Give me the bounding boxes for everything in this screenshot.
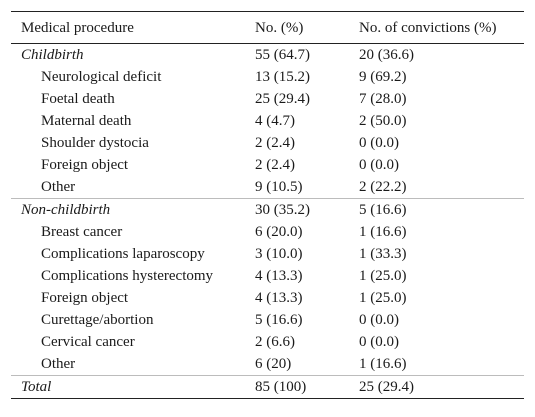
procedure-cell: Foetal death	[41, 91, 115, 107]
procedure-cell: Curettage/abortion	[41, 312, 154, 328]
procedure-cell: Foreign object	[41, 290, 129, 306]
convictions-cell: 2 (22.2)	[359, 179, 407, 195]
section-label: Non-childbirth	[21, 202, 111, 218]
convictions-cell: 1 (16.6)	[359, 224, 407, 240]
convictions-cell: 1 (25.0)	[359, 290, 407, 306]
total-convictions: 25 (29.4)	[359, 379, 414, 395]
no-cell: 2 (2.4)	[255, 157, 295, 173]
procedures-table: Medical procedure No. (%) No. of convict…	[11, 11, 524, 399]
table-row: Other 9 (10.5) 2 (22.2)	[11, 176, 524, 198]
no-cell: 2 (2.4)	[255, 135, 295, 151]
procedure-cell: Foreign object	[41, 157, 129, 173]
procedure-cell: Neurological deficit	[41, 69, 162, 85]
table-header-row: Medical procedure No. (%) No. of convict…	[11, 12, 524, 44]
no-cell: 6 (20)	[255, 356, 292, 372]
procedure-cell: Cervical cancer	[41, 334, 135, 350]
table-row: Complications hysterectomy 4 (13.3) 1 (2…	[11, 265, 524, 287]
table-row: Foreign object 4 (13.3) 1 (25.0)	[11, 287, 524, 309]
no-cell: 13 (15.2)	[255, 69, 310, 85]
section-label: Childbirth	[21, 47, 84, 63]
procedure-cell: Shoulder dystocia	[41, 135, 149, 151]
no-cell: 3 (10.0)	[255, 246, 303, 262]
no-cell: 6 (20.0)	[255, 224, 303, 240]
total-row: Total 85 (100) 25 (29.4)	[11, 375, 524, 398]
convictions-cell: 0 (0.0)	[359, 157, 399, 173]
table-row: Complications laparoscopy 3 (10.0) 1 (33…	[11, 243, 524, 265]
no-cell: 4 (13.3)	[255, 268, 303, 284]
table-row: Shoulder dystocia 2 (2.4) 0 (0.0)	[11, 132, 524, 154]
convictions-cell: 7 (28.0)	[359, 91, 407, 107]
header-number-percent: No. (%)	[255, 19, 304, 36]
convictions-cell: 2 (50.0)	[359, 113, 407, 129]
table-row: Curettage/abortion 5 (16.6) 0 (0.0)	[11, 309, 524, 331]
convictions-cell: 9 (69.2)	[359, 69, 407, 85]
no-cell: 4 (4.7)	[255, 113, 295, 129]
procedure-cell: Other	[41, 179, 76, 195]
section-no: 30 (35.2)	[255, 202, 310, 218]
no-cell: 4 (13.3)	[255, 290, 303, 306]
header-convictions-percent: No. of convictions (%)	[359, 19, 497, 36]
convictions-cell: 0 (0.0)	[359, 334, 399, 350]
procedure-cell: Complications hysterectomy	[41, 268, 214, 284]
no-cell: 2 (6.6)	[255, 334, 295, 350]
procedure-cell: Other	[41, 356, 76, 372]
convictions-cell: 0 (0.0)	[359, 135, 399, 151]
no-cell: 25 (29.4)	[255, 91, 310, 107]
table-row: Other 6 (20) 1 (16.6)	[11, 353, 524, 375]
section-convictions: 5 (16.6)	[359, 202, 407, 218]
section-convictions: 20 (36.6)	[359, 47, 414, 63]
header-medical-procedure: Medical procedure	[21, 19, 134, 36]
procedure-cell: Complications laparoscopy	[41, 246, 205, 262]
table-row: Cervical cancer 2 (6.6) 0 (0.0)	[11, 331, 524, 353]
convictions-cell: 1 (25.0)	[359, 268, 407, 284]
section-row-non-childbirth: Non-childbirth 30 (35.2) 5 (16.6)	[11, 198, 524, 221]
table-row: Neurological deficit 13 (15.2) 9 (69.2)	[11, 66, 524, 88]
procedure-cell: Maternal death	[41, 113, 132, 129]
convictions-cell: 1 (33.3)	[359, 246, 407, 262]
table-row: Foreign object 2 (2.4) 0 (0.0)	[11, 154, 524, 176]
total-label: Total	[21, 379, 52, 395]
table-row: Maternal death 4 (4.7) 2 (50.0)	[11, 110, 524, 132]
convictions-cell: 1 (16.6)	[359, 356, 407, 372]
procedure-cell: Breast cancer	[41, 224, 123, 240]
section-no: 55 (64.7)	[255, 47, 310, 63]
no-cell: 9 (10.5)	[255, 179, 303, 195]
no-cell: 5 (16.6)	[255, 312, 303, 328]
section-row-childbirth: Childbirth 55 (64.7) 20 (36.6)	[11, 44, 524, 66]
table-row: Foetal death 25 (29.4) 7 (28.0)	[11, 88, 524, 110]
total-no: 85 (100)	[255, 379, 307, 395]
table-row: Breast cancer 6 (20.0) 1 (16.6)	[11, 221, 524, 243]
convictions-cell: 0 (0.0)	[359, 312, 399, 328]
